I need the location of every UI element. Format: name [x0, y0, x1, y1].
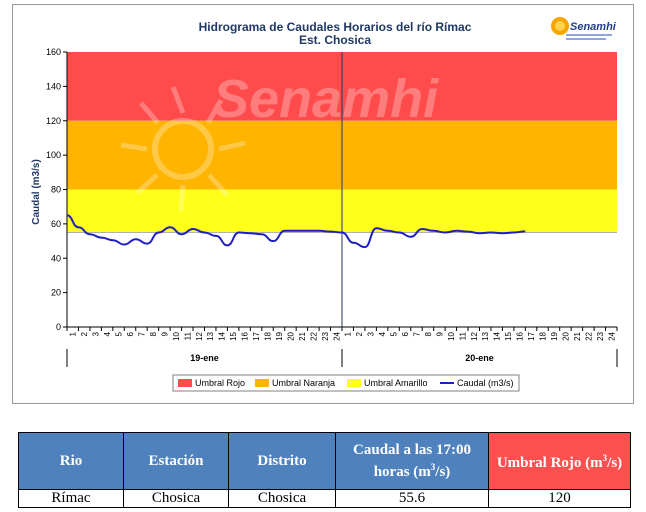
- y-tick-label: 60: [51, 219, 61, 229]
- x-tick-label: 4: [378, 331, 387, 336]
- y-axis-label: Caudal (m3/s): [31, 159, 42, 225]
- cell-estacion: Chosica: [123, 489, 229, 508]
- x-tick-label: 3: [92, 331, 101, 336]
- x-tick-label: 2: [355, 331, 364, 336]
- x-tick-label: 6: [401, 331, 410, 336]
- x-tick-label: 23: [596, 331, 605, 340]
- x-tick-label: 14: [493, 331, 502, 340]
- x-tick-label: 16: [241, 331, 250, 340]
- header-distrito: Distrito: [228, 432, 336, 490]
- x-tick-label: 22: [584, 331, 593, 340]
- x-tick-label: 21: [298, 331, 307, 340]
- x-tick-label: 5: [390, 331, 399, 336]
- x-tick-label: 14: [218, 331, 227, 340]
- x-tick-label: 19: [550, 331, 559, 340]
- x-tick-label: 12: [470, 331, 479, 340]
- x-tick-label: 20: [286, 331, 295, 340]
- header-umbral-rojo: Umbral Rojo (m3/s): [488, 432, 631, 490]
- watermark-text: Senamhi: [213, 69, 439, 129]
- chart-title: Hidrograma de Caudales Horarios del río …: [199, 20, 472, 34]
- x-tick-label: 24: [607, 331, 616, 340]
- legend-label: Caudal (m3/s): [457, 378, 514, 388]
- header-estacion: Estación: [123, 432, 229, 490]
- x-tick-label: 10: [172, 331, 181, 340]
- y-tick-label: 100: [46, 150, 61, 160]
- y-tick-label: 40: [51, 253, 61, 263]
- legend-swatch: [255, 379, 269, 387]
- x-tick-label: 8: [424, 331, 433, 336]
- senamhi-watermark: Senamhi: [120, 69, 439, 212]
- x-tick-label: 18: [539, 331, 548, 340]
- x-tick-label: 12: [195, 331, 204, 340]
- x-tick-label: 17: [527, 331, 536, 340]
- y-tick-label: 160: [46, 47, 61, 57]
- x-tick-label: 16: [516, 331, 525, 340]
- x-tick-label: 13: [481, 331, 490, 340]
- legend-swatch: [347, 379, 361, 387]
- x-tick-label: 15: [504, 331, 513, 340]
- x-tick-label: 18: [264, 331, 273, 340]
- cell-rio: Rímac: [18, 489, 124, 508]
- x-tick-label: 17: [252, 331, 261, 340]
- x-tick-label: 4: [103, 331, 112, 336]
- header-caudal: Caudal a las 17:00 horas (m3/s): [335, 432, 489, 490]
- x-tick-label: 11: [183, 331, 192, 340]
- x-tick-label: 23: [321, 331, 330, 340]
- station-table: Rio Estación Distrito Caudal a las 17:00…: [18, 432, 631, 508]
- x-tick-label: 10: [447, 331, 456, 340]
- legend-label: Umbral Rojo: [195, 378, 245, 388]
- x-tick-label: 3: [367, 331, 376, 336]
- x-tick-label: 13: [206, 331, 215, 340]
- y-tick-label: 0: [56, 322, 61, 332]
- senamhi-logo: Senamhi: [551, 17, 617, 40]
- legend-swatch: [178, 379, 192, 387]
- day-label: 19-ene: [190, 353, 219, 363]
- x-tick-label: 1: [344, 331, 353, 336]
- logo-text: Senamhi: [570, 21, 617, 33]
- y-tick-label: 140: [46, 81, 61, 91]
- x-tick-label: 15: [229, 331, 238, 340]
- x-tick-label: 7: [412, 331, 421, 336]
- x-tick-label: 7: [137, 331, 146, 336]
- legend-label: Umbral Naranja: [272, 378, 335, 388]
- x-tick-label: 5: [115, 331, 124, 336]
- x-tick-label: 9: [160, 331, 169, 336]
- y-tick-label: 80: [51, 185, 61, 195]
- x-tick-label: 19: [275, 331, 284, 340]
- chart-legend: Umbral Rojo Umbral Naranja Umbral Amarillo…: [172, 374, 520, 392]
- x-tick-label: 8: [149, 331, 158, 336]
- x-tick-label: 11: [458, 331, 467, 340]
- header-rio: Rio: [18, 432, 124, 490]
- series-line-caudal: [66, 214, 526, 249]
- chart-subtitle: Est. Chosica: [299, 33, 371, 47]
- x-tick-label: 24: [332, 331, 341, 340]
- cell-distrito: Chosica: [228, 489, 336, 508]
- x-tick-label: 9: [435, 331, 444, 336]
- chart-container: Hidrograma de Caudales Horarios del río …: [12, 4, 634, 404]
- x-tick-label: 20: [561, 331, 570, 340]
- x-tick-label: 21: [573, 331, 582, 340]
- table-header-row: Rio Estación Distrito Caudal a las 17:00…: [18, 432, 631, 490]
- cell-caudal: 55.6: [335, 489, 489, 508]
- y-tick-label: 120: [46, 116, 61, 126]
- day-label: 20-ene: [465, 353, 494, 363]
- cell-umbral-rojo: 120: [488, 489, 631, 508]
- x-tick-label: 2: [80, 331, 89, 336]
- legend-label: Umbral Amarillo: [364, 378, 428, 388]
- y-tick-label: 20: [51, 288, 61, 298]
- x-tick-label: 22: [309, 331, 318, 340]
- table-row: Rímac Chosica Chosica 55.6 120: [18, 489, 631, 508]
- x-tick-label: 1: [69, 331, 78, 336]
- x-tick-label: 6: [126, 331, 135, 336]
- hydrograph-chart: Hidrograma de Caudales Horarios del río …: [31, 17, 618, 392]
